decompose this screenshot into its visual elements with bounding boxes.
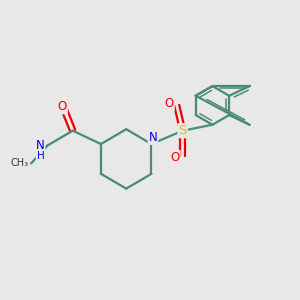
Text: S: S <box>178 124 187 137</box>
Text: O: O <box>164 98 174 110</box>
Text: O: O <box>58 100 67 113</box>
Text: H: H <box>37 151 44 161</box>
Text: O: O <box>170 151 180 164</box>
Text: N: N <box>148 131 157 144</box>
Text: CH₃: CH₃ <box>10 158 28 168</box>
Text: N: N <box>36 139 44 152</box>
